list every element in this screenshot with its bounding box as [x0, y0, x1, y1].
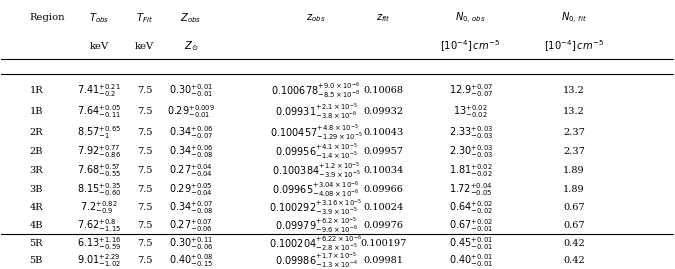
Text: 2B: 2B	[30, 147, 43, 156]
Text: $2.33^{+0.03}_{-0.03}$: $2.33^{+0.03}_{-0.03}$	[448, 125, 493, 141]
Text: 0.10034: 0.10034	[363, 166, 404, 175]
Text: 4B: 4B	[30, 221, 43, 230]
Text: 0.42: 0.42	[563, 256, 585, 266]
Text: $Z_{obs}$: $Z_{obs}$	[180, 11, 202, 25]
Text: 0.09932: 0.09932	[363, 107, 403, 116]
Text: 0.10024: 0.10024	[363, 203, 404, 212]
Text: $8.15^{+0.35}_{-0.60}$: $8.15^{+0.35}_{-0.60}$	[77, 181, 121, 198]
Text: 0.09981: 0.09981	[363, 256, 403, 266]
Text: keV: keV	[135, 42, 154, 51]
Text: $0.09931^{+2.1\times10^{-5}}_{-3.8\times10^{-6}}$: $0.09931^{+2.1\times10^{-5}}_{-3.8\times…	[275, 102, 357, 121]
Text: 7.5: 7.5	[137, 107, 153, 116]
Text: 3B: 3B	[30, 185, 43, 194]
Text: 5R: 5R	[30, 239, 43, 248]
Text: $0.100457^{+4.8\times10^{-5}}_{-1.29\times10^{-5}}$: $0.100457^{+4.8\times10^{-5}}_{-1.29\tim…	[269, 123, 362, 143]
Text: 13.2: 13.2	[563, 86, 585, 95]
Text: 4R: 4R	[30, 203, 43, 212]
Text: $7.68^{+0.57}_{-0.55}$: $7.68^{+0.57}_{-0.55}$	[77, 162, 121, 179]
Text: 7.5: 7.5	[137, 239, 153, 248]
Text: $N_{0,\,fit}$: $N_{0,\,fit}$	[561, 10, 587, 26]
Text: 7.5: 7.5	[137, 147, 153, 156]
Text: $0.09965^{+3.04\times10^{-6}}_{-4.08\times10^{-6}}$: $0.09965^{+3.04\times10^{-6}}_{-4.08\tim…	[273, 180, 360, 199]
Text: $N_{0,\,obs}$: $N_{0,\,obs}$	[455, 10, 486, 26]
Text: 1B: 1B	[30, 107, 43, 116]
Text: 7.5: 7.5	[137, 203, 153, 212]
Text: $T_{obs}$: $T_{obs}$	[88, 11, 109, 25]
Text: 0.42: 0.42	[563, 239, 585, 248]
Text: 0.10068: 0.10068	[363, 86, 403, 95]
Text: $7.62^{+0.8}_{-1.15}$: $7.62^{+0.8}_{-1.15}$	[77, 217, 121, 234]
Text: $7.92^{+0.77}_{-0.86}$: $7.92^{+0.77}_{-0.86}$	[77, 143, 121, 160]
Text: $0.09956^{+4.1\times10^{-5}}_{-1.4\times10^{-5}}$: $0.09956^{+4.1\times10^{-5}}_{-1.4\times…	[275, 142, 357, 161]
Text: $0.100292^{+3.16\times10^{-5}}_{-3.9\times10^{-5}}$: $0.100292^{+3.16\times10^{-5}}_{-3.9\tim…	[269, 198, 362, 217]
Text: 0.67: 0.67	[564, 221, 585, 230]
Text: $[10^{-4}]\,cm^{-5}$: $[10^{-4}]\,cm^{-5}$	[441, 39, 501, 54]
Text: $0.40^{+0.01}_{-0.01}$: $0.40^{+0.01}_{-0.01}$	[449, 253, 493, 269]
Text: $7.2^{+0.82}_{-0.9}$: $7.2^{+0.82}_{-0.9}$	[80, 199, 117, 216]
Text: 3R: 3R	[30, 166, 43, 175]
Text: $2.30^{+0.03}_{-0.03}$: $2.30^{+0.03}_{-0.03}$	[448, 143, 493, 160]
Text: 0.100197: 0.100197	[360, 239, 406, 248]
Text: 1.89: 1.89	[564, 185, 585, 194]
Text: $8.57^{+0.65}_{-1}$: $8.57^{+0.65}_{-1}$	[77, 125, 121, 141]
Text: $1.81^{+0.02}_{-0.02}$: $1.81^{+0.02}_{-0.02}$	[449, 162, 493, 179]
Text: $13^{+0.02}_{-0.02}$: $13^{+0.02}_{-0.02}$	[454, 103, 488, 120]
Text: $0.64^{+0.02}_{-0.02}$: $0.64^{+0.02}_{-0.02}$	[449, 199, 493, 216]
Text: $0.40^{+0.08}_{-0.15}$: $0.40^{+0.08}_{-0.15}$	[169, 253, 213, 269]
Text: $Z_{\odot}$: $Z_{\odot}$	[184, 40, 198, 53]
Text: Region: Region	[30, 13, 65, 23]
Text: 0.09976: 0.09976	[363, 221, 403, 230]
Text: 1.89: 1.89	[564, 166, 585, 175]
Text: $9.01^{+2.29}_{-1.02}$: $9.01^{+2.29}_{-1.02}$	[77, 253, 121, 269]
Text: 7.5: 7.5	[137, 128, 153, 137]
Text: 0.10043: 0.10043	[363, 128, 404, 137]
Text: 2R: 2R	[30, 128, 43, 137]
Text: $0.45^{+0.01}_{-0.01}$: $0.45^{+0.01}_{-0.01}$	[449, 235, 493, 252]
Text: $T_{Fit}$: $T_{Fit}$	[136, 11, 153, 25]
Text: 7.5: 7.5	[137, 185, 153, 194]
Text: $0.100204^{+6.22\times10^{-6}}_{-2.8\times10^{-5}}$: $0.100204^{+6.22\times10^{-6}}_{-2.8\tim…	[269, 233, 362, 253]
Text: 7.5: 7.5	[137, 256, 153, 266]
Text: $0.34^{+0.06}_{-0.07}$: $0.34^{+0.06}_{-0.07}$	[169, 125, 213, 141]
Text: 0.67: 0.67	[564, 203, 585, 212]
Text: 2.37: 2.37	[563, 147, 585, 156]
Text: $7.64^{+0.05}_{-0.11}$: $7.64^{+0.05}_{-0.11}$	[77, 103, 121, 120]
Text: 7.5: 7.5	[137, 221, 153, 230]
Text: 7.5: 7.5	[137, 86, 153, 95]
Text: 7.5: 7.5	[137, 166, 153, 175]
Text: $0.27^{+0.04}_{-0.04}$: $0.27^{+0.04}_{-0.04}$	[169, 162, 213, 179]
Text: $0.30^{+0.01}_{-0.01}$: $0.30^{+0.01}_{-0.01}$	[169, 82, 213, 99]
Text: $0.100678^{+9.0\times10^{-6}}_{-8.5\times10^{-8}}$: $0.100678^{+9.0\times10^{-6}}_{-8.5\time…	[271, 81, 360, 100]
Text: $0.09986^{+1.7\times10^{-5}}_{-1.3\times10^{-4}}$: $0.09986^{+1.7\times10^{-5}}_{-1.3\times…	[275, 251, 357, 269]
Text: 13.2: 13.2	[563, 107, 585, 116]
Text: 0.09966: 0.09966	[363, 185, 403, 194]
Text: $0.27^{+0.07}_{-0.06}$: $0.27^{+0.07}_{-0.06}$	[169, 217, 213, 234]
Text: $0.29^{+0.05}_{-0.04}$: $0.29^{+0.05}_{-0.04}$	[169, 181, 213, 198]
Text: $0.09979^{+6.2\times10^{-5}}_{-9.6\times10^{-6}}$: $0.09979^{+6.2\times10^{-5}}_{-9.6\times…	[275, 216, 358, 235]
Text: $0.34^{+0.06}_{-0.08}$: $0.34^{+0.06}_{-0.08}$	[169, 143, 213, 160]
Text: 0.09957: 0.09957	[363, 147, 403, 156]
Text: $z_{obs}$: $z_{obs}$	[306, 12, 326, 24]
Text: $[10^{-4}]\,cm^{-5}$: $[10^{-4}]\,cm^{-5}$	[544, 39, 604, 54]
Text: keV: keV	[89, 42, 109, 51]
Text: $0.100384^{+1.2\times10^{-5}}_{-3.9\times10^{-5}}$: $0.100384^{+1.2\times10^{-5}}_{-3.9\time…	[271, 161, 360, 180]
Text: 1R: 1R	[30, 86, 43, 95]
Text: $6.13^{+1.16}_{-0.59}$: $6.13^{+1.16}_{-0.59}$	[77, 235, 121, 252]
Text: $z_{fit}$: $z_{fit}$	[376, 12, 391, 24]
Text: 5B: 5B	[30, 256, 43, 266]
Text: $0.67^{+0.02}_{-0.01}$: $0.67^{+0.02}_{-0.01}$	[449, 217, 493, 234]
Text: 2.37: 2.37	[563, 128, 585, 137]
Text: $0.29^{+0.009}_{-0.01}$: $0.29^{+0.009}_{-0.01}$	[167, 103, 215, 120]
Text: $0.34^{+0.07}_{-0.08}$: $0.34^{+0.07}_{-0.08}$	[169, 199, 213, 216]
Text: $7.41^{+0.21}_{-0.2}$: $7.41^{+0.21}_{-0.2}$	[77, 82, 121, 99]
Text: $1.72^{+0.04}_{-0.05}$: $1.72^{+0.04}_{-0.05}$	[449, 181, 492, 198]
Text: $0.30^{+0.11}_{-0.06}$: $0.30^{+0.11}_{-0.06}$	[169, 235, 213, 252]
Text: $12.9^{+0.07}_{-0.07}$: $12.9^{+0.07}_{-0.07}$	[448, 82, 493, 99]
